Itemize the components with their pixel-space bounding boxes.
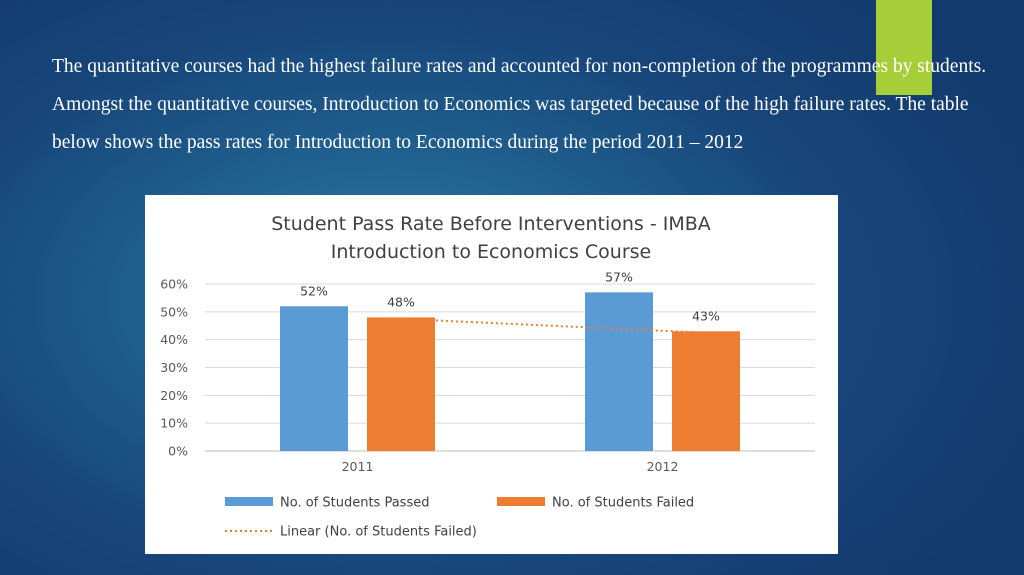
- trendline-linear: [390, 317, 697, 334]
- legend-label: Linear (No. of Students Failed): [280, 525, 477, 540]
- y-tick-label: 50%: [160, 304, 188, 319]
- labels: 0% 10% 20% 30% 40% 50% 60% 52% 48% 2011 57% 43% 2012: [160, 269, 720, 474]
- legend-item-passed: No. of Students Passed: [225, 496, 429, 511]
- bar-no-of-students-passed-2012: [585, 292, 653, 451]
- y-tick-label: 0%: [168, 444, 188, 459]
- chart-panel: Student Pass Rate Before Interventions -…: [145, 195, 838, 554]
- bar-no-of-students-failed-2011: [367, 317, 435, 451]
- legend-swatch: [497, 497, 545, 506]
- slide-body-text: The quantitative courses had the highest…: [52, 56, 987, 153]
- bar-chart: Student Pass Rate Before Interventions -…: [160, 213, 815, 540]
- legend-swatch: [225, 497, 273, 506]
- data-label: 57%: [605, 269, 633, 284]
- data-label: 43%: [692, 308, 720, 323]
- data-label: 52%: [300, 283, 328, 298]
- bars: [280, 292, 740, 451]
- y-tick-label: 30%: [160, 360, 188, 375]
- x-tick-label: 2011: [342, 459, 374, 474]
- chart-title-line-1: Student Pass Rate Before Interventions -…: [271, 213, 711, 235]
- bar-no-of-students-failed-2012: [672, 331, 740, 451]
- legend-label: No. of Students Failed: [552, 496, 694, 511]
- y-tick-label: 60%: [160, 277, 188, 292]
- y-tick-label: 40%: [160, 332, 188, 347]
- legend-label: No. of Students Passed: [280, 496, 429, 511]
- bar-no-of-students-passed-2011: [280, 306, 348, 451]
- chart-title-line-2: Introduction to Economics Course: [331, 241, 651, 263]
- legend: No. of Students Passed No. of Students Fa…: [225, 496, 694, 540]
- x-tick-label: 2012: [647, 459, 679, 474]
- trendline: [390, 317, 697, 334]
- data-label: 48%: [387, 294, 415, 309]
- y-tick-label: 10%: [160, 416, 188, 431]
- accent-bar: [876, 0, 932, 95]
- legend-item-failed: No. of Students Failed: [497, 496, 694, 511]
- legend-item-trendline: Linear (No. of Students Failed): [225, 525, 477, 540]
- y-tick-label: 20%: [160, 388, 188, 403]
